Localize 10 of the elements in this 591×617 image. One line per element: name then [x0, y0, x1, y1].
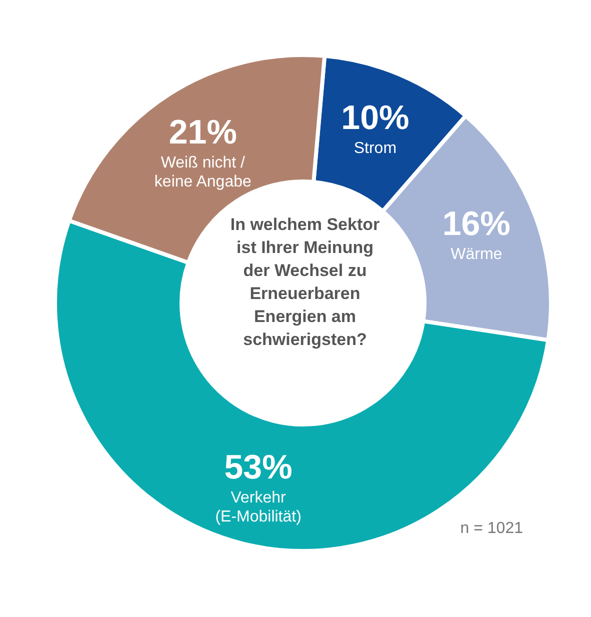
data-label: 53%: [224, 448, 292, 486]
slice-label: Weiß nicht / keine Angabe: [154, 154, 252, 191]
data-label: 21%: [168, 114, 237, 152]
slice-label: Strom: [354, 140, 397, 157]
text: n = 1021: [460, 520, 523, 538]
slice-label: Verkehr (E-Mobilität): [215, 489, 302, 526]
slice-label: Wärme: [450, 246, 502, 264]
text: In welchem Sektor ist Ihrer Meinung der Wechsel zu Erneuerbaren Energien am schwierigsten?: [230, 214, 380, 351]
data-label: 16%: [442, 205, 510, 244]
data-label: 10%: [341, 98, 410, 137]
